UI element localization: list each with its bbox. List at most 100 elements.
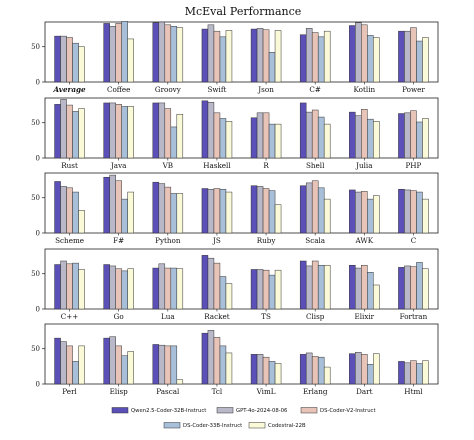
- category-label: Clisp: [306, 312, 325, 321]
- bar-ds-coder-v2-instruct-perl: [66, 345, 73, 385]
- bar-ds-coder-v2-instruct-average: [66, 37, 73, 83]
- bar-qwen2-5-coder-32b-instruct-scala: [299, 185, 307, 234]
- category-label: C++: [61, 312, 79, 321]
- category-label: F#: [113, 236, 124, 245]
- bar-gpt-4o-2024-08-06-awk: [355, 191, 362, 234]
- bar-ds-coder-v2-instruct-scheme: [66, 187, 73, 234]
- bar-gpt-4o-2024-08-06-fortran: [404, 265, 411, 310]
- category-label: Fortran: [400, 312, 428, 321]
- bar-gpt-4o-2024-08-06-haskell: [207, 101, 215, 159]
- bar-gpt-4o-2024-08-06-scheme: [60, 186, 67, 234]
- y-tick-label: 50: [31, 119, 40, 127]
- bar-gpt-4o-2024-08-06-c-: [60, 260, 67, 310]
- bar-ds-coder-v2-instruct-vb: [164, 108, 172, 159]
- bar-ds-coder-v2-instruct-html: [410, 360, 417, 385]
- bar-gpt-4o-2024-08-06-erlang: [305, 352, 313, 385]
- category-label: VB: [162, 161, 173, 170]
- bar-ds-coder-v2-instruct-tcl: [213, 337, 221, 385]
- bar-ds-coder-33b-instruct-c-: [72, 262, 79, 310]
- bar-ds-coder-33b-instruct-java: [121, 106, 128, 159]
- bar-qwen2-5-coder-32b-instruct-viml: [250, 354, 258, 385]
- bar-ds-coder-33b-instruct-c-: [317, 36, 325, 83]
- panel-frame: [44, 97, 439, 159]
- bar-ds-coder-33b-instruct-lua: [170, 267, 178, 310]
- bar-codestral-22b-viml: [274, 363, 282, 385]
- bar-gpt-4o-2024-08-06-racket: [207, 257, 215, 310]
- legend-swatch: [248, 422, 266, 429]
- legend-label: Codestral-22B: [268, 423, 306, 429]
- legend-label: DS-Coder-33B-Instruct: [183, 423, 242, 429]
- category-label: Erlang: [303, 387, 328, 396]
- bar-codestral-22b-c-: [78, 269, 85, 310]
- bar-gpt-4o-2024-08-06-elixir: [355, 267, 362, 310]
- category-label: Scala: [305, 236, 326, 245]
- chart-title: McEval Performance: [185, 5, 302, 18]
- bar-qwen2-5-coder-32b-instruct-erlang: [299, 354, 307, 385]
- bar-codestral-22b-scala: [323, 198, 331, 234]
- bar-ds-coder-v2-instruct-power: [410, 27, 417, 83]
- category-label: PHP: [405, 161, 421, 170]
- bar-gpt-4o-2024-08-06-dart: [355, 351, 362, 385]
- bar-codestral-22b-json: [274, 30, 282, 83]
- legend-swatch: [300, 407, 318, 414]
- category-label: Scheme: [55, 236, 84, 245]
- legend-item: Codestral-22B: [248, 422, 306, 429]
- y-tick-label: 50: [31, 345, 40, 353]
- legend-item: Qwen2.5-Coder-32B-Instruct: [111, 407, 206, 414]
- bar-qwen2-5-coder-32b-instruct-c-: [54, 264, 61, 310]
- bar-gpt-4o-2024-08-06-json: [256, 28, 264, 83]
- bar-gpt-4o-2024-08-06-tcl: [207, 330, 215, 385]
- bar-ds-coder-33b-instruct-dart: [367, 363, 374, 385]
- bar-ds-coder-33b-instruct-clisp: [317, 264, 325, 310]
- bar-codestral-22b-fortran: [422, 268, 429, 310]
- category-label: Lua: [161, 312, 175, 321]
- bar-codestral-22b-vb: [176, 113, 184, 159]
- bar-ds-coder-33b-instruct-rust: [72, 111, 79, 159]
- bar-codestral-22b-coffee: [127, 38, 134, 83]
- bar-gpt-4o-2024-08-06-viml: [256, 354, 264, 385]
- bar-ds-coder-v2-instruct-rust: [66, 104, 73, 159]
- category-label: C#: [309, 85, 321, 94]
- panel-frame: [44, 248, 439, 310]
- y-tick-label: 0: [36, 79, 40, 87]
- bar-ds-coder-v2-instruct-dart: [361, 354, 368, 385]
- category-label: TS: [261, 312, 271, 321]
- bar-gpt-4o-2024-08-06-r: [256, 112, 264, 159]
- bar-gpt-4o-2024-08-06-lua: [158, 263, 166, 310]
- bar-ds-coder-v2-instruct-pascal: [164, 345, 172, 385]
- bar-codestral-22b-haskell: [225, 121, 233, 159]
- legend-swatch: [111, 407, 129, 414]
- bar-codestral-22b-power: [422, 37, 429, 83]
- bar-codestral-22b-tcl: [225, 352, 233, 385]
- bar-qwen2-5-coder-32b-instruct-c-: [299, 34, 307, 83]
- category-label: AWK: [354, 236, 373, 245]
- bar-ds-coder-33b-instruct-f-: [121, 198, 128, 234]
- bar-qwen2-5-coder-32b-instruct-lua: [152, 267, 160, 310]
- bar-qwen2-5-coder-32b-instruct-awk: [349, 189, 356, 234]
- bar-ds-coder-33b-instruct-elisp: [121, 355, 128, 385]
- category-label: Pascal: [156, 387, 180, 396]
- bar-gpt-4o-2024-08-06-clisp: [305, 265, 313, 310]
- bar-gpt-4o-2024-08-06-swift: [207, 24, 215, 83]
- category-label: Rust: [61, 161, 78, 170]
- panel-5: 0 50 Perl Elisp Pascal Tcl VimL Erlang Dart Html: [31, 323, 439, 396]
- bar-qwen2-5-coder-32b-instruct-dart: [349, 353, 356, 385]
- y-tick-label: 50: [31, 270, 40, 278]
- panel-frame: [44, 172, 439, 234]
- bar-ds-coder-v2-instruct-julia: [361, 109, 368, 159]
- bar-gpt-4o-2024-08-06-scala: [305, 182, 313, 234]
- bar-qwen2-5-coder-32b-instruct-html: [398, 361, 405, 385]
- bar-codestral-22b-groovy: [176, 27, 184, 83]
- bar-ds-coder-v2-instruct-r: [262, 112, 270, 159]
- legend-swatch: [216, 407, 234, 414]
- bar-ds-coder-33b-instruct-python: [170, 193, 178, 234]
- bar-qwen2-5-coder-32b-instruct-c: [398, 188, 405, 234]
- bar-gpt-4o-2024-08-06-c-: [305, 28, 313, 83]
- bar-gpt-4o-2024-08-06-python: [158, 183, 166, 234]
- category-label: R: [263, 161, 269, 170]
- bar-ds-coder-v2-instruct-c-: [311, 32, 319, 83]
- bar-ds-coder-v2-instruct-js: [213, 188, 221, 234]
- bar-codestral-22b-js: [225, 191, 233, 234]
- bar-ds-coder-33b-instruct-elixir: [367, 272, 374, 310]
- bar-ds-coder-v2-instruct-groovy: [164, 24, 172, 83]
